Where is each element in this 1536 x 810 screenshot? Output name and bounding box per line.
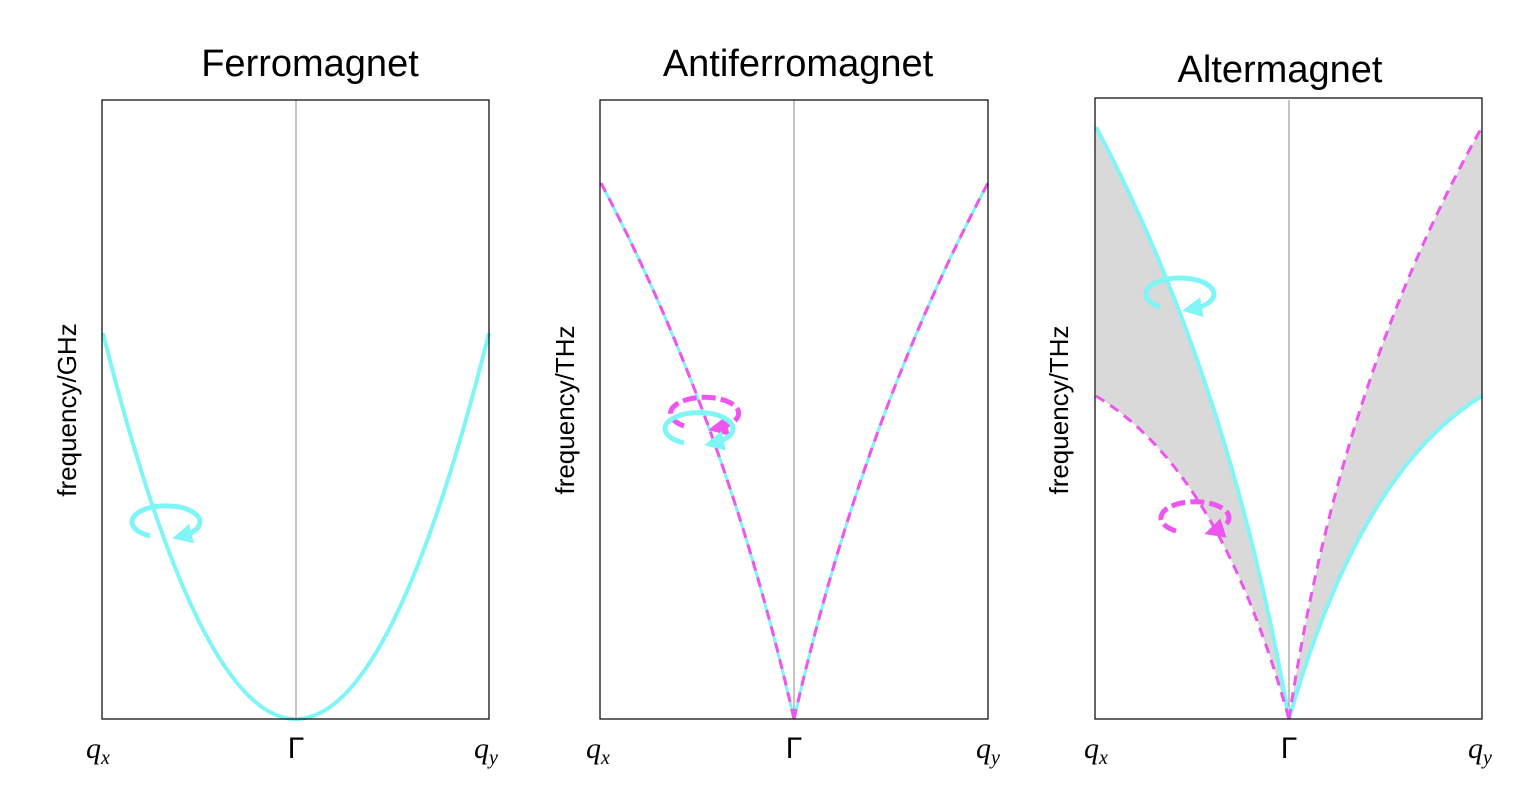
magenta-branch-left <box>599 182 796 720</box>
magenta-branch-right <box>1287 126 1484 720</box>
magenta-precession-arrow-icon <box>1158 499 1232 538</box>
tick-qx: qx <box>1084 732 1108 769</box>
panel-title: Antiferromagnet <box>663 43 934 85</box>
y-axis-label: frequency/THz <box>1044 325 1074 494</box>
antiferromagnet-panel: Antiferromagnet frequency/THz qx Γ qy <box>550 43 1000 769</box>
y-axis-label: frequency/GHz <box>52 323 82 496</box>
magenta-precession-arrow-icon <box>668 394 742 436</box>
cyan-branch-right <box>792 182 990 720</box>
plot-frame <box>599 99 989 720</box>
cyan-branch-right <box>1287 394 1484 720</box>
tick-qx: qx <box>86 732 110 769</box>
tick-gamma: Γ <box>288 732 305 765</box>
tick-qy: qy <box>474 732 498 769</box>
tick-gamma: Γ <box>786 732 803 765</box>
tick-qy: qy <box>976 732 1000 769</box>
plot-frame <box>101 99 490 720</box>
panel-title: Ferromagnet <box>201 43 419 85</box>
magenta-branch-right <box>792 182 990 720</box>
cyan-precession-arrow-icon <box>1143 275 1217 318</box>
magenta-branch-left <box>1095 394 1291 720</box>
panel-title: Altermagnet <box>1178 49 1383 91</box>
tick-gamma: Γ <box>1281 732 1298 765</box>
altermagnet-panel: Altermagnet frequency/THz qx Γ qy <box>1044 49 1492 769</box>
cyan-precession-arrow-icon <box>129 503 203 544</box>
gap-shading-left <box>1096 127 1289 719</box>
tick-qx: qx <box>586 732 610 769</box>
y-axis-label: frequency/THz <box>550 325 580 494</box>
plot-frame <box>1094 97 1483 720</box>
gap-shading-right <box>1289 127 1482 719</box>
cyan-branch-left <box>1094 126 1291 720</box>
cyan-precession-arrow-icon <box>662 410 736 451</box>
cyan-branch-left <box>599 182 796 720</box>
ferromagnet-panel: Ferromagnet frequency/GHz qx Γ qy <box>52 43 498 769</box>
tick-qy: qy <box>1468 732 1492 769</box>
